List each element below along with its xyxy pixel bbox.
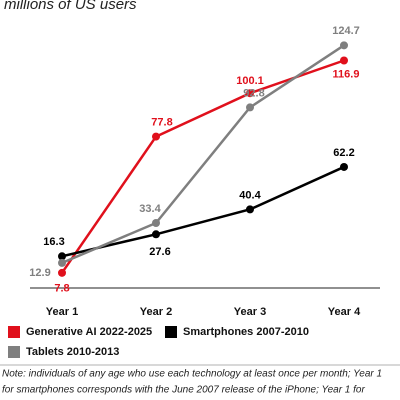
legend-label: Smartphones 2007-2010 [183, 326, 309, 338]
data-label: 124.7 [332, 25, 360, 37]
legend-swatch [8, 346, 20, 358]
series-line [61, 44, 345, 265]
data-point [340, 41, 348, 50]
data-point [152, 218, 160, 227]
data-label: 100.1 [236, 75, 264, 87]
data-point [152, 132, 160, 141]
series-line [61, 165, 345, 258]
subtitle: millions of US users [4, 0, 137, 13]
legend-swatch [8, 326, 20, 338]
data-label: 40.4 [239, 189, 261, 201]
x-tick-label: Year 4 [328, 306, 361, 318]
data-label: 62.2 [333, 147, 354, 159]
data-label: 12.9 [29, 267, 50, 279]
data-point [340, 56, 348, 65]
data-point [58, 252, 66, 261]
data-point [340, 162, 348, 171]
data-point [246, 103, 254, 112]
x-tick-label: Year 1 [46, 306, 78, 318]
x-tick-label: Year 3 [234, 306, 266, 318]
data-label: 77.8 [151, 116, 172, 128]
legend-label: Tablets 2010-2013 [26, 346, 119, 358]
x-tick-label: Year 2 [140, 306, 172, 318]
data-label: 7.8 [54, 283, 69, 295]
data-point [58, 268, 66, 277]
legend-label: Generative AI 2022-2025 [26, 326, 152, 338]
data-label: 116.9 [333, 68, 360, 80]
legend-swatch [165, 326, 177, 338]
data-label: 92.8 [243, 87, 264, 99]
note-line: for smartphones corresponds with the Jun… [2, 385, 365, 396]
data-point [152, 230, 160, 239]
data-label: 27.6 [149, 246, 170, 258]
data-point [246, 205, 254, 214]
data-label: 33.4 [139, 203, 161, 215]
note-line: Note: individuals of any age who use eac… [2, 369, 382, 380]
data-label: 16.3 [43, 236, 64, 248]
data-point [246, 89, 254, 98]
data-point [58, 258, 66, 267]
